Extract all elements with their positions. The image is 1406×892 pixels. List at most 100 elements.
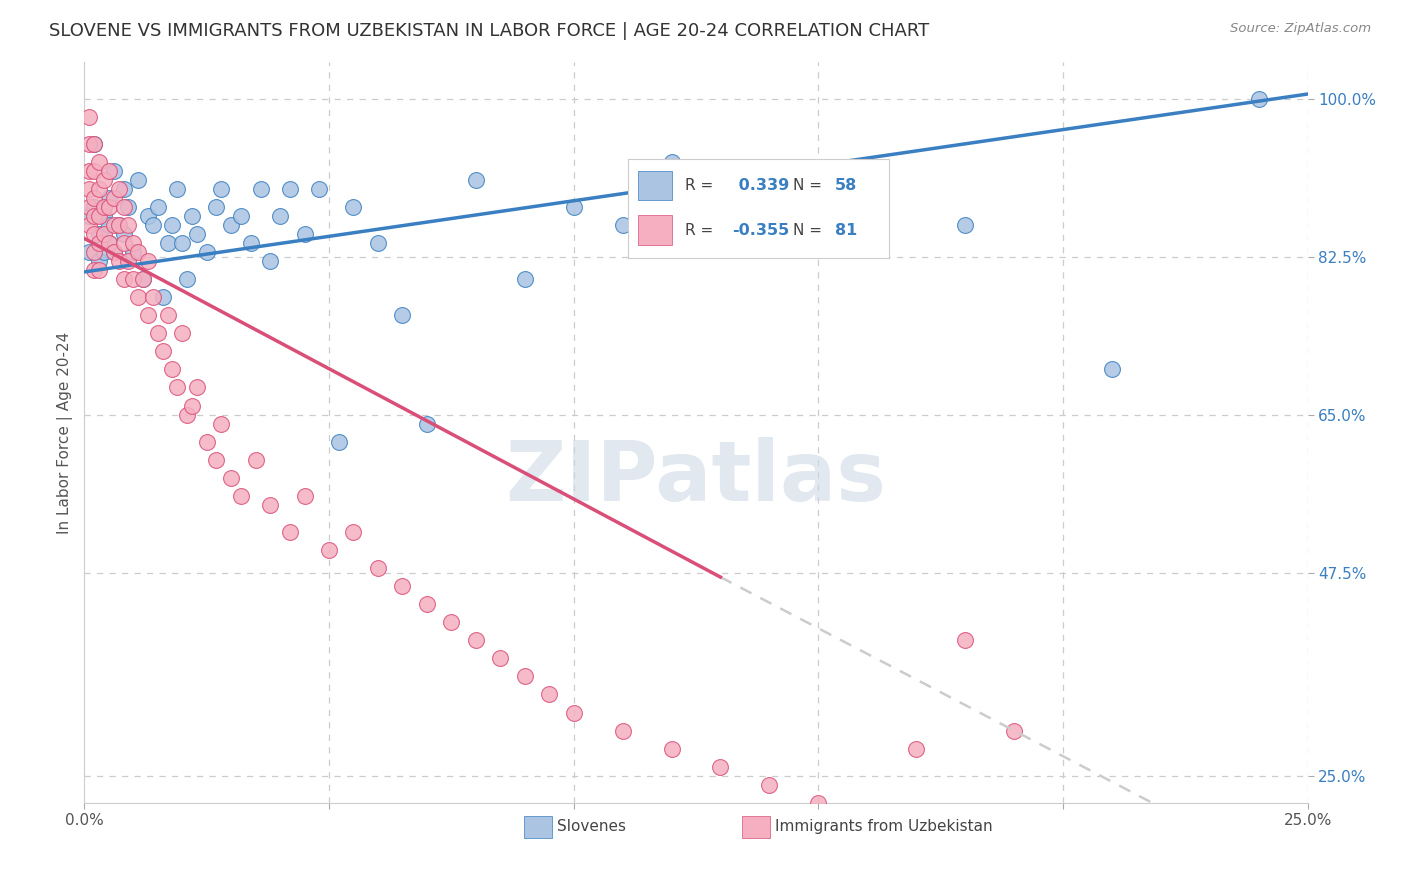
Point <box>219 218 242 232</box>
Point <box>127 173 149 187</box>
Point <box>112 200 135 214</box>
Point <box>162 218 184 232</box>
Point <box>416 597 439 611</box>
Point <box>136 209 159 223</box>
Point <box>93 227 115 241</box>
Point <box>176 272 198 286</box>
Point <box>93 173 115 187</box>
Point <box>93 200 115 214</box>
Point <box>146 326 169 341</box>
Point <box>367 561 389 575</box>
Point <box>87 154 110 169</box>
Point <box>87 227 110 241</box>
Point <box>328 434 350 449</box>
Point <box>132 272 155 286</box>
Point <box>117 218 139 232</box>
Point <box>83 209 105 223</box>
Point <box>77 200 100 214</box>
Point <box>87 235 110 250</box>
FancyBboxPatch shape <box>638 170 672 201</box>
Point <box>294 489 316 503</box>
Point <box>77 182 100 196</box>
Point <box>856 200 879 214</box>
Point <box>136 308 159 322</box>
Point <box>97 235 120 250</box>
Point <box>1002 723 1025 738</box>
Text: R =: R = <box>686 223 718 238</box>
Text: -0.355: -0.355 <box>733 223 790 238</box>
Point <box>166 182 188 196</box>
Point <box>489 651 512 665</box>
Point <box>758 235 780 250</box>
Text: Slovenes: Slovenes <box>557 820 626 834</box>
Point <box>127 290 149 304</box>
Point <box>562 200 585 214</box>
Point <box>1247 91 1270 105</box>
Y-axis label: In Labor Force | Age 20-24: In Labor Force | Age 20-24 <box>58 332 73 533</box>
Point <box>87 254 110 268</box>
Point <box>856 814 879 828</box>
Point <box>93 245 115 260</box>
Point <box>83 191 105 205</box>
Point <box>152 290 174 304</box>
Point <box>97 191 120 205</box>
Point <box>195 434 218 449</box>
Point <box>562 706 585 720</box>
Point <box>342 524 364 539</box>
Point <box>229 209 252 223</box>
Point <box>112 182 135 196</box>
Point <box>464 633 486 648</box>
Point <box>83 163 105 178</box>
Point <box>186 227 208 241</box>
Point <box>259 254 281 268</box>
Point <box>205 200 228 214</box>
Point <box>132 272 155 286</box>
Point <box>186 380 208 394</box>
Text: SLOVENE VS IMMIGRANTS FROM UZBEKISTAN IN LABOR FORCE | AGE 20-24 CORRELATION CHA: SLOVENE VS IMMIGRANTS FROM UZBEKISTAN IN… <box>49 22 929 40</box>
Point <box>1101 362 1123 376</box>
Point <box>77 110 100 124</box>
Point <box>269 209 291 223</box>
Point <box>156 308 179 322</box>
Text: ZIPatlas: ZIPatlas <box>506 436 886 517</box>
Point <box>342 200 364 214</box>
Point <box>162 362 184 376</box>
Text: 81: 81 <box>835 223 856 238</box>
Text: 0.339: 0.339 <box>733 178 789 193</box>
Point <box>83 263 105 277</box>
Point <box>77 209 100 223</box>
Point <box>103 191 125 205</box>
Point <box>758 778 780 792</box>
Point <box>172 326 194 341</box>
Point <box>259 498 281 512</box>
Point <box>107 218 129 232</box>
Point <box>219 471 242 485</box>
Point <box>103 245 125 260</box>
Point <box>166 380 188 394</box>
Point <box>249 182 271 196</box>
Point <box>612 723 634 738</box>
Point <box>77 218 100 232</box>
Point <box>513 272 536 286</box>
Point <box>97 235 120 250</box>
Point <box>661 154 683 169</box>
Point <box>205 452 228 467</box>
Point <box>308 182 330 196</box>
Point <box>278 524 301 539</box>
Point <box>209 417 232 431</box>
Point <box>245 452 267 467</box>
Text: R =: R = <box>686 178 718 193</box>
Point <box>709 760 731 774</box>
Point <box>464 173 486 187</box>
Point <box>318 543 340 558</box>
Point <box>122 245 145 260</box>
Point <box>122 272 145 286</box>
Point <box>122 235 145 250</box>
Point <box>367 235 389 250</box>
FancyBboxPatch shape <box>638 215 672 245</box>
Point <box>176 408 198 422</box>
Point <box>83 136 105 151</box>
Point <box>112 227 135 241</box>
Point <box>156 235 179 250</box>
Point <box>87 209 110 223</box>
